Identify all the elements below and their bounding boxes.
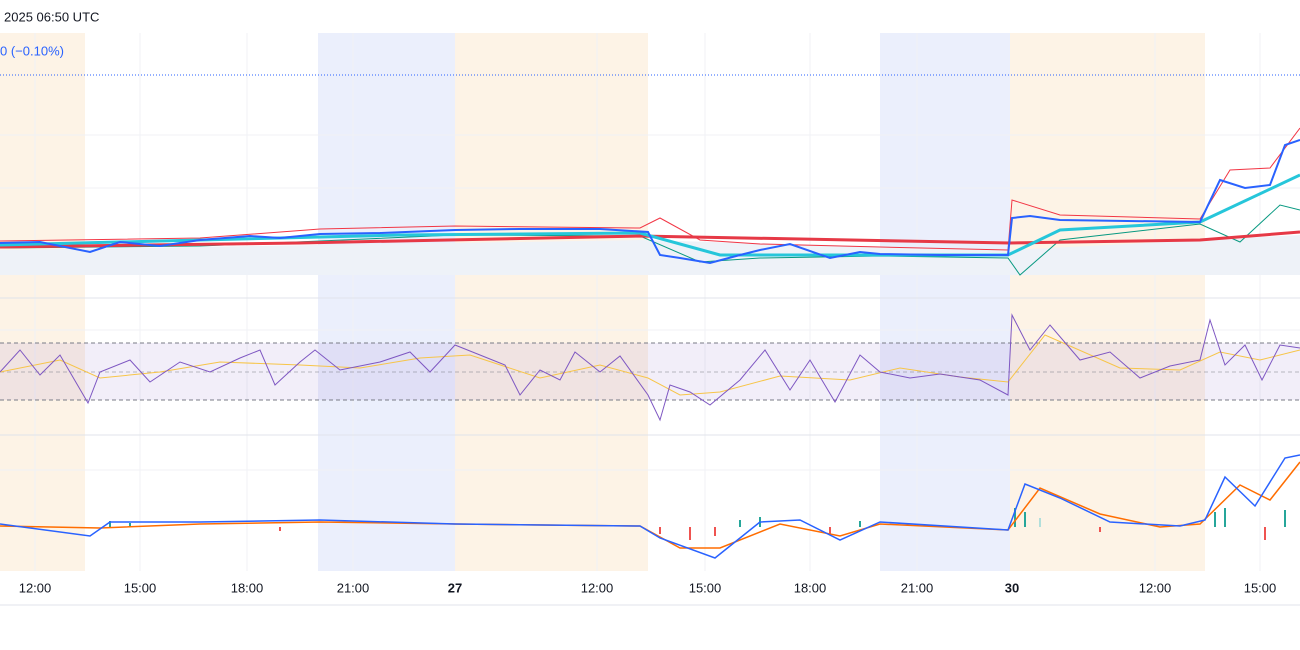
time-label: 18:00: [231, 580, 264, 595]
macd-pane: [0, 454, 1300, 559]
time-label: 12:00: [1139, 580, 1172, 595]
time-label: 12:00: [581, 580, 614, 595]
price-change: 0 (−0.10%): [0, 43, 64, 58]
time-label: 15:00: [1244, 580, 1277, 595]
band: [1010, 33, 1205, 571]
time-axis: 12:00 15:00 18:00 21:00 27 12:00 15:00 18:00 21:…: [19, 580, 1277, 595]
time-label: 18:00: [794, 580, 827, 595]
time-label: 21:00: [901, 580, 934, 595]
time-label: 15:00: [124, 580, 157, 595]
band: [0, 33, 85, 571]
band: [880, 33, 1010, 571]
rsi-pane: [0, 313, 1300, 422]
time-label: 21:00: [337, 580, 370, 595]
header-time: 2025 06:50 UTC: [4, 9, 99, 24]
session-bands: [0, 33, 1205, 571]
time-label: 30: [1005, 580, 1019, 595]
grid: [0, 33, 1300, 571]
price-pane: [0, 127, 1300, 276]
time-label: 15:00: [689, 580, 722, 595]
band: [318, 33, 455, 571]
time-label: 27: [448, 580, 462, 595]
time-label: 12:00: [19, 580, 52, 595]
band: [455, 33, 648, 571]
